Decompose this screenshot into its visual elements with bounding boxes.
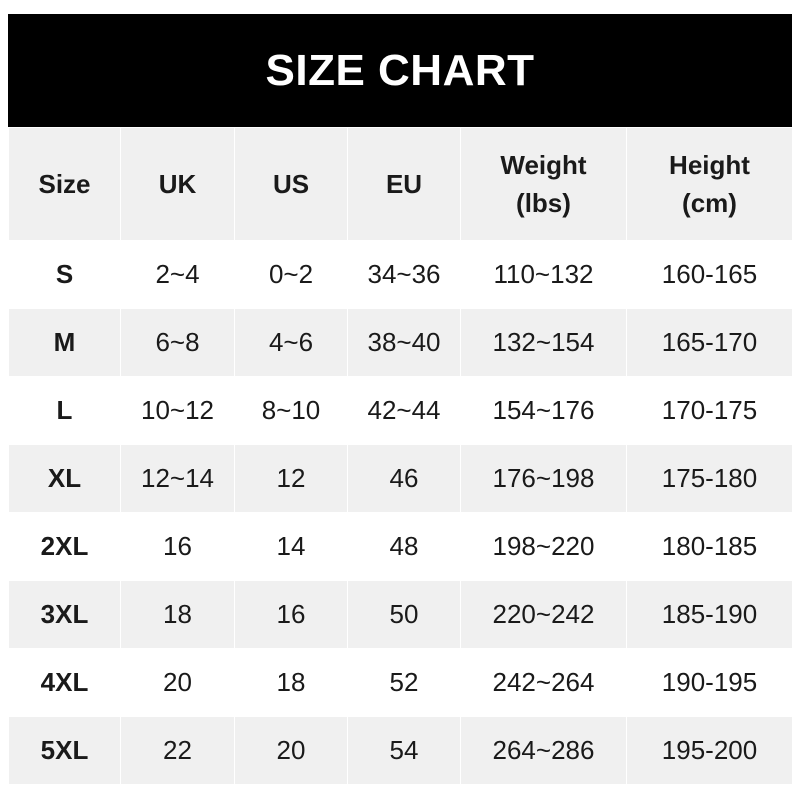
cell-height: 190-195 <box>626 648 793 717</box>
cell-us: 0~2 <box>234 240 348 309</box>
cell-height: 185-190 <box>626 580 793 649</box>
table-row: L 10~12 8~10 42~44 154~176 170-175 <box>8 376 793 445</box>
cell-weight: 132~154 <box>460 308 627 377</box>
column-header-uk: UK <box>120 127 235 241</box>
cell-height: 195-200 <box>626 716 793 785</box>
cell-eu: 34~36 <box>347 240 461 309</box>
cell-us: 20 <box>234 716 348 785</box>
cell-weight: 176~198 <box>460 444 627 513</box>
table-row: S 2~4 0~2 34~36 110~132 160-165 <box>8 240 793 309</box>
cell-eu: 46 <box>347 444 461 513</box>
cell-us: 8~10 <box>234 376 348 445</box>
cell-eu: 48 <box>347 512 461 581</box>
cell-size: M <box>8 308 121 377</box>
table-row: 5XL 22 20 54 264~286 195-200 <box>8 716 793 785</box>
column-header-text: US <box>272 169 310 199</box>
column-header-text: (lbs) <box>516 188 571 218</box>
cell-uk: 2~4 <box>120 240 235 309</box>
cell-weight: 264~286 <box>460 716 627 785</box>
cell-size: 3XL <box>8 580 121 649</box>
cell-size: S <box>8 240 121 309</box>
cell-us: 14 <box>234 512 348 581</box>
cell-uk: 10~12 <box>120 376 235 445</box>
size-chart-table: Size UK US EU Weight (lbs) Height (cm) S 2~4 0~2 3… <box>8 127 793 785</box>
cell-eu: 42~44 <box>347 376 461 445</box>
cell-height: 170-175 <box>626 376 793 445</box>
cell-height: 160-165 <box>626 240 793 309</box>
cell-height: 165-170 <box>626 308 793 377</box>
cell-uk: 6~8 <box>120 308 235 377</box>
column-header-height: Height (cm) <box>626 127 793 241</box>
column-header-text: Height <box>669 150 750 180</box>
cell-height: 175-180 <box>626 444 793 513</box>
cell-us: 12 <box>234 444 348 513</box>
cell-height: 180-185 <box>626 512 793 581</box>
cell-eu: 50 <box>347 580 461 649</box>
table-row: XL 12~14 12 46 176~198 175-180 <box>8 444 793 513</box>
header-row: Size UK US EU Weight (lbs) Height (cm) <box>8 127 793 241</box>
cell-weight: 242~264 <box>460 648 627 717</box>
cell-weight: 154~176 <box>460 376 627 445</box>
cell-uk: 22 <box>120 716 235 785</box>
column-header-eu: EU <box>347 127 461 241</box>
column-header-size: Size <box>8 127 121 241</box>
cell-weight: 220~242 <box>460 580 627 649</box>
cell-uk: 18 <box>120 580 235 649</box>
cell-size: L <box>8 376 121 445</box>
cell-size: 5XL <box>8 716 121 785</box>
cell-size: XL <box>8 444 121 513</box>
cell-us: 4~6 <box>234 308 348 377</box>
cell-us: 18 <box>234 648 348 717</box>
cell-eu: 52 <box>347 648 461 717</box>
column-header-weight: Weight (lbs) <box>460 127 627 241</box>
cell-size: 2XL <box>8 512 121 581</box>
size-chart-title: SIZE CHART <box>8 14 792 127</box>
column-header-text: EU <box>385 169 423 199</box>
cell-uk: 20 <box>120 648 235 717</box>
cell-eu: 54 <box>347 716 461 785</box>
column-header-us: US <box>234 127 348 241</box>
column-header-text: Size <box>38 169 91 199</box>
table-row: 3XL 18 16 50 220~242 185-190 <box>8 580 793 649</box>
column-header-text: UK <box>158 169 197 199</box>
cell-size: 4XL <box>8 648 121 717</box>
table-row: 2XL 16 14 48 198~220 180-185 <box>8 512 793 581</box>
cell-us: 16 <box>234 580 348 649</box>
table-row: 4XL 20 18 52 242~264 190-195 <box>8 648 793 717</box>
column-header-text: (cm) <box>682 188 737 218</box>
cell-weight: 198~220 <box>460 512 627 581</box>
cell-weight: 110~132 <box>460 240 627 309</box>
cell-uk: 16 <box>120 512 235 581</box>
column-header-text: Weight <box>500 150 587 180</box>
table-row: M 6~8 4~6 38~40 132~154 165-170 <box>8 308 793 377</box>
cell-eu: 38~40 <box>347 308 461 377</box>
cell-uk: 12~14 <box>120 444 235 513</box>
